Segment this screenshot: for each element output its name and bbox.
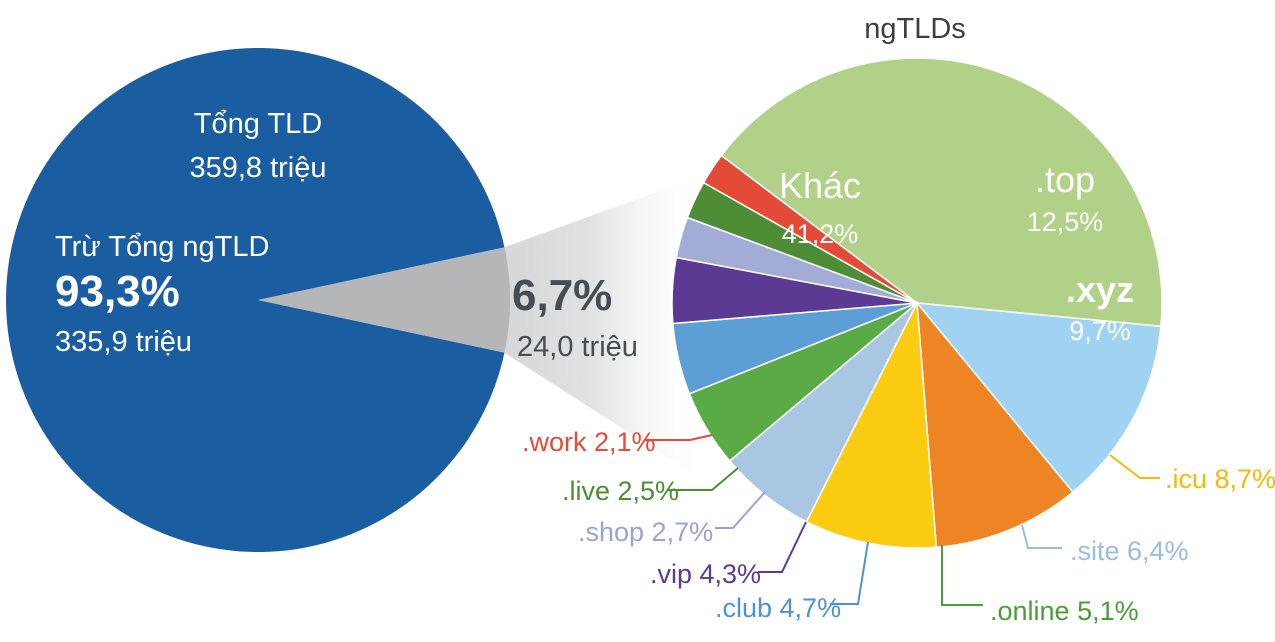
leader-line-live <box>668 467 739 491</box>
slice-label-icu: .icu 8,7% <box>1165 464 1275 494</box>
leader-line-online <box>941 545 983 606</box>
zoom-connector-band <box>504 180 700 478</box>
slice-label-text-club: .club 4,7% <box>715 593 841 623</box>
ngtlds-title: ngTLDs <box>864 13 966 45</box>
pie-slice-xyz <box>916 300 1074 549</box>
slice-label-vip: .vip 4,3% <box>650 559 761 589</box>
ngtld-share-amount: 24,0 triệu <box>517 331 638 363</box>
excluding-ngtld-percent: 93,3% <box>55 267 180 316</box>
slice-label-work: .work 2,1% <box>522 427 656 457</box>
total-tld-label: Tổng TLD <box>194 108 322 140</box>
slice-label-text-online: .online 5,1% <box>990 596 1139 626</box>
leader-line-club <box>830 541 869 605</box>
slice-label-khac-pct: 41,2% <box>782 219 859 249</box>
slice-label-top-pct: 12,5% <box>1027 207 1104 237</box>
slice-label-text-live: .live 2,5% <box>562 476 679 506</box>
total-tld-value: 359,8 triệu <box>189 152 326 184</box>
slice-label-xyz-name: .xyz <box>1066 269 1134 310</box>
slice-label-live: .live 2,5% <box>562 476 679 506</box>
slice-label-text-shop: .shop 2,7% <box>578 517 713 547</box>
pie-slice-icu <box>805 300 938 549</box>
label-leader-lines <box>645 434 1160 606</box>
leader-line-work <box>645 434 713 441</box>
slice-label-xyz-pct: 9,7% <box>1069 316 1131 346</box>
pie-slice-kh-c <box>720 57 1163 328</box>
slice-label-online: .online 5,1% <box>990 596 1139 626</box>
slice-label-text-icu: .icu 8,7% <box>1165 464 1275 494</box>
slice-label-site: .site 6,4% <box>1070 536 1189 566</box>
slice-label-top-name: .top <box>1035 159 1095 200</box>
pie-slice-excluding-ngtld <box>6 48 505 553</box>
ngtld-share-percent: 6,7% <box>512 271 612 320</box>
excluding-ngtld-label: Trừ Tổng ngTLD <box>55 231 269 263</box>
slice-label-khac-name: Khác <box>779 165 861 206</box>
slice-label-text-vip: .vip 4,3% <box>650 559 761 589</box>
leader-line-site <box>1021 524 1062 549</box>
excluding-ngtld-amount: 335,9 triệu <box>55 326 192 358</box>
slice-label-club: .club 4,7% <box>715 593 841 623</box>
slice-label-text-work: .work 2,1% <box>522 427 656 457</box>
ngtld-pie <box>671 57 1163 549</box>
leader-line-shop <box>715 491 766 529</box>
leader-line-vip <box>758 521 807 573</box>
pie-slice-top <box>915 302 1162 494</box>
leader-line-icu <box>1109 454 1160 479</box>
slice-label-shop: .shop 2,7% <box>578 517 713 547</box>
slice-label-text-site: .site 6,4% <box>1070 536 1189 566</box>
total-tld-pie <box>6 48 511 553</box>
pie-slice-ngtld-share <box>258 247 511 353</box>
pie-slice-work <box>702 154 918 304</box>
